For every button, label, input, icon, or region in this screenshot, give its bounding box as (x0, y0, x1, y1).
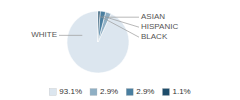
legend-label: 2.9% (100, 87, 118, 96)
slice-label: BLACK (141, 32, 168, 41)
legend-item: 93.1% (49, 87, 82, 96)
legend: 93.1% 2.9% 2.9% 1.1% (49, 87, 190, 96)
pie (67, 11, 129, 73)
chart: WHITE ASIANHISPANICBLACK 93.1% 2.9% 2.9% 1.1% (0, 0, 240, 100)
leader-line (102, 16, 139, 27)
legend-label: 93.1% (59, 87, 82, 96)
legend-item: 2.9% (126, 87, 154, 96)
legend-label: 1.1% (172, 87, 190, 96)
slice-label: WHITE (31, 30, 57, 39)
legend-swatch (126, 89, 133, 96)
annotations: WHITE ASIANHISPANICBLACK (31, 12, 178, 41)
leader-line (59, 35, 82, 36)
legend-swatch (49, 89, 56, 96)
legend-label: 2.9% (136, 87, 154, 96)
slice-label: HISPANIC (141, 22, 178, 31)
leader-line (107, 17, 139, 18)
pie-slice (67, 11, 129, 73)
legend-swatch (162, 89, 169, 96)
legend-item: 2.9% (90, 87, 118, 96)
leader-line (99, 16, 139, 38)
slice-label: ASIAN (141, 12, 165, 21)
legend-swatch (90, 89, 97, 96)
legend-item: 1.1% (162, 87, 190, 96)
